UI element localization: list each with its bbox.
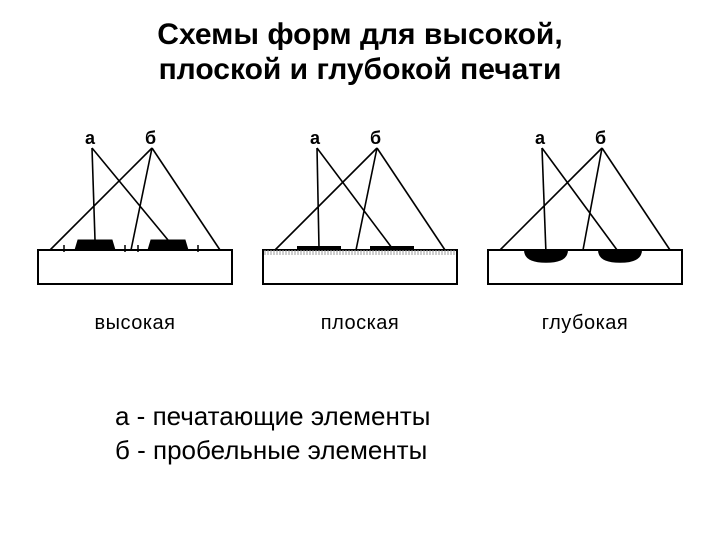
diagram-deep-svg: аб xyxy=(480,130,690,300)
caption-deep: глубокая xyxy=(542,312,628,335)
diagram-flat: аб плоская xyxy=(255,130,465,335)
caption-flat: плоская xyxy=(321,312,400,335)
diagram-high: аб высокая xyxy=(30,130,240,335)
legend-line-a: а - печатающие элементы xyxy=(115,400,430,434)
page: Схемы форм для высокой, плоской и глубок… xyxy=(0,0,720,540)
diagram-flat-svg: аб xyxy=(255,130,465,300)
legend: а - печатающие элементы б - пробельные э… xyxy=(115,400,430,468)
label-b: б xyxy=(370,130,381,148)
diagram-high-svg: аб xyxy=(30,130,240,300)
label-a: а xyxy=(310,130,321,148)
label-a: а xyxy=(85,130,96,148)
page-title: Схемы форм для высокой, плоской и глубок… xyxy=(60,18,660,87)
label-b: б xyxy=(145,130,156,148)
diagram-row: аб высокая аб плоская аб глубокая xyxy=(30,130,690,335)
title-line-2: плоской и глубокой печати xyxy=(60,53,660,88)
label-a: а xyxy=(535,130,546,148)
legend-line-b: б - пробельные элементы xyxy=(115,434,430,468)
label-b: б xyxy=(595,130,606,148)
caption-high: высокая xyxy=(95,312,176,335)
title-line-1: Схемы форм для высокой, xyxy=(60,18,660,53)
diagram-deep: аб глубокая xyxy=(480,130,690,335)
